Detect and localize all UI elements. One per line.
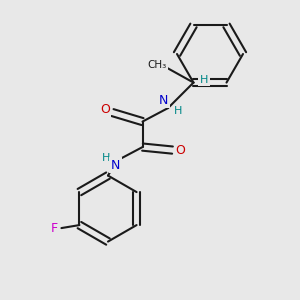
Text: H: H <box>102 153 111 163</box>
Text: O: O <box>100 103 110 116</box>
Text: N: N <box>159 94 168 107</box>
Text: H: H <box>174 106 183 116</box>
Text: H: H <box>200 75 208 85</box>
Text: N: N <box>111 159 120 172</box>
Text: F: F <box>50 222 58 235</box>
Text: CH₃: CH₃ <box>148 60 167 70</box>
Text: O: O <box>175 144 185 157</box>
